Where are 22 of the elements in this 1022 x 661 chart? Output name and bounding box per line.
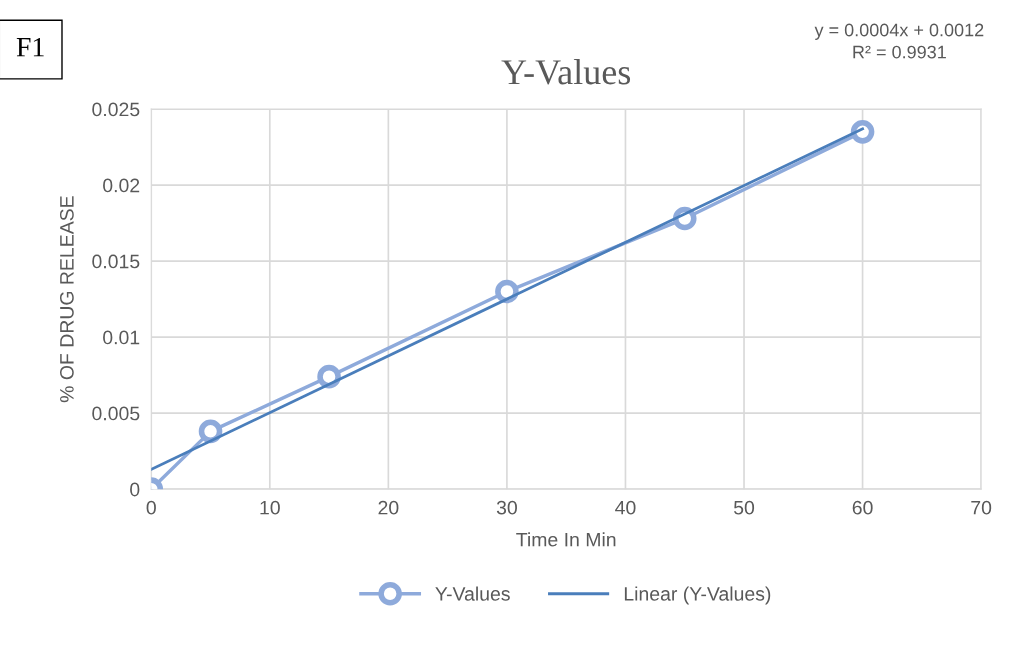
y-tick-label: 0 bbox=[130, 482, 140, 497]
y-tick-label: 0.005 bbox=[92, 406, 140, 421]
y-tick-label: 0.015 bbox=[92, 254, 140, 269]
chart-title: Y-Values bbox=[501, 59, 631, 85]
x-tick-label: 10 bbox=[260, 500, 280, 515]
y-tick-label: 0.025 bbox=[92, 102, 140, 117]
y-axis-title: % OF DRUG RELEASE bbox=[59, 196, 74, 403]
x-tick-label: 60 bbox=[852, 500, 873, 515]
x-tick-label: 0 bbox=[146, 500, 156, 515]
legend-label: Y-Values bbox=[435, 586, 510, 601]
legend-label: Linear (Y-Values) bbox=[624, 586, 771, 605]
y-tick-label: 0.02 bbox=[103, 178, 140, 193]
x-tick-label: 30 bbox=[496, 500, 517, 515]
x-tick-label: 20 bbox=[378, 500, 399, 515]
x-tick-label: 40 bbox=[615, 500, 636, 515]
text: F1 bbox=[16, 37, 44, 57]
x-axis-title: Time In Min bbox=[516, 532, 616, 547]
x-tick-label: 70 bbox=[971, 500, 992, 515]
text: y = 0.0004x + 0.0012 R² = 0.9931 bbox=[814, 23, 984, 59]
y-tick-label: 0.01 bbox=[103, 330, 140, 345]
x-tick-label: 50 bbox=[733, 500, 755, 515]
point bbox=[198, 419, 223, 444]
